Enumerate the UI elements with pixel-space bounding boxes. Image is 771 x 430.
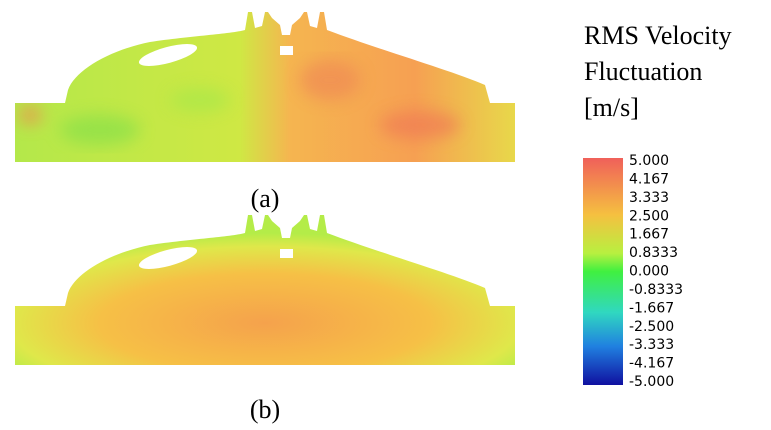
colorbar-tick-label: 5.000 bbox=[629, 153, 669, 169]
colorbar-tick-label: 1.667 bbox=[629, 227, 669, 243]
colorbar-tick-label: -3.333 bbox=[629, 337, 674, 353]
colorbar-tick-label: -0.8333 bbox=[629, 282, 683, 298]
colorbar-title: RMS Velocity bbox=[584, 21, 732, 50]
colorbar-tick-label: 3.333 bbox=[629, 190, 669, 206]
panel-label: (a) bbox=[251, 184, 280, 213]
colorbar-tick-label: 0.8333 bbox=[629, 245, 678, 261]
panel-label: (b) bbox=[250, 395, 280, 424]
colorbar: RMS Velocity Fluctuation [m/s] 5.000 4.16… bbox=[583, 21, 732, 390]
colorbar-title: Fluctuation bbox=[584, 57, 702, 86]
colorbar-tick-label: -2.500 bbox=[629, 319, 674, 335]
colorbar-tick-label: 2.500 bbox=[629, 208, 669, 224]
colorbar-gradient bbox=[583, 158, 623, 385]
colorbar-tick-label: -4.167 bbox=[629, 356, 674, 372]
colorbar-title: [m/s] bbox=[584, 93, 639, 122]
colorbar-tick-label: 4.167 bbox=[629, 171, 669, 187]
panel-b bbox=[15, 215, 515, 365]
colorbar-tick-label: -5.000 bbox=[629, 374, 674, 390]
panel-a bbox=[15, 12, 515, 162]
colorbar-tick-label: 0.000 bbox=[629, 264, 669, 280]
colorbar-tick-label: -1.667 bbox=[629, 300, 674, 316]
